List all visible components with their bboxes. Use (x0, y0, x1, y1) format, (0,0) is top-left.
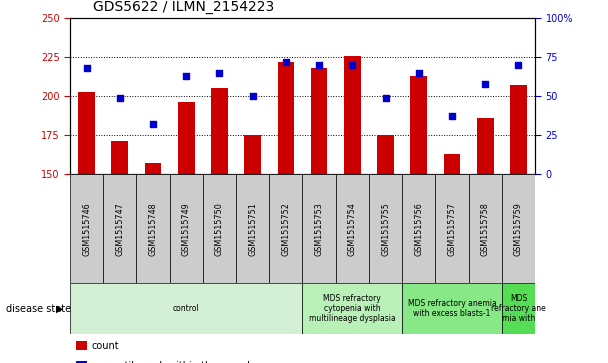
Bar (302, 174, 336, 283)
Bar (502, 283, 535, 334)
Bar (111, 142, 128, 174)
Bar (477, 118, 494, 174)
Bar (402, 174, 435, 283)
Point (248, 93, 258, 99)
Text: GSM1515750: GSM1515750 (215, 202, 224, 256)
Point (314, 62, 324, 68)
Bar (145, 163, 161, 174)
Point (148, 121, 158, 127)
Bar (278, 62, 294, 174)
Point (514, 62, 523, 68)
Text: GSM1515759: GSM1515759 (514, 202, 523, 256)
Text: GSM1515752: GSM1515752 (282, 202, 291, 256)
Bar (311, 68, 327, 174)
Bar (302, 283, 402, 334)
Bar (236, 174, 269, 283)
Point (347, 62, 357, 68)
Bar (178, 102, 195, 174)
Point (381, 95, 390, 101)
Text: GSM1515754: GSM1515754 (348, 202, 357, 256)
Text: ▶: ▶ (57, 303, 64, 314)
Bar (203, 174, 236, 283)
Text: GSM1515748: GSM1515748 (148, 202, 157, 256)
Bar (170, 174, 203, 283)
Text: GSM1515747: GSM1515747 (116, 202, 124, 256)
Text: disease state: disease state (6, 303, 71, 314)
Text: GSM1515751: GSM1515751 (248, 202, 257, 256)
Bar (103, 174, 136, 283)
Text: GSM1515746: GSM1515746 (82, 202, 91, 256)
Bar (70, 174, 103, 283)
Point (281, 59, 291, 65)
Text: MDS refractory anemia
with excess blasts-1: MDS refractory anemia with excess blasts… (407, 299, 496, 318)
Text: GDS5622 / ILMN_2154223: GDS5622 / ILMN_2154223 (93, 0, 274, 15)
Point (447, 114, 457, 119)
Text: GSM1515749: GSM1515749 (182, 202, 191, 256)
Bar (344, 56, 361, 174)
Bar (70, 283, 302, 334)
Bar (244, 135, 261, 174)
Bar (435, 174, 469, 283)
Bar (402, 283, 502, 334)
Bar (78, 91, 95, 174)
Bar (336, 174, 369, 283)
Point (480, 81, 490, 87)
Point (414, 70, 424, 76)
Bar (410, 76, 427, 174)
Bar (502, 174, 535, 283)
Text: control: control (173, 304, 199, 313)
Bar (211, 88, 228, 174)
Text: GSM1515753: GSM1515753 (314, 202, 323, 256)
Text: GSM1515756: GSM1515756 (414, 202, 423, 256)
Point (181, 73, 191, 79)
Point (81, 65, 91, 71)
Point (115, 95, 125, 101)
Bar (136, 174, 170, 283)
Text: GSM1515758: GSM1515758 (481, 202, 489, 256)
Bar (377, 135, 394, 174)
Bar (510, 85, 527, 174)
Text: MDS
refractory ane
mia with: MDS refractory ane mia with (491, 294, 546, 323)
Point (215, 70, 224, 76)
Text: GSM1515757: GSM1515757 (447, 202, 457, 256)
Text: GSM1515755: GSM1515755 (381, 202, 390, 256)
Bar (369, 174, 402, 283)
Text: percentile rank within the sample: percentile rank within the sample (91, 361, 256, 363)
Bar (469, 174, 502, 283)
Bar (444, 154, 460, 174)
Bar (269, 174, 302, 283)
Text: MDS refractory
cytopenia with
multilineage dysplasia: MDS refractory cytopenia with multilinea… (309, 294, 396, 323)
Text: count: count (91, 341, 119, 351)
